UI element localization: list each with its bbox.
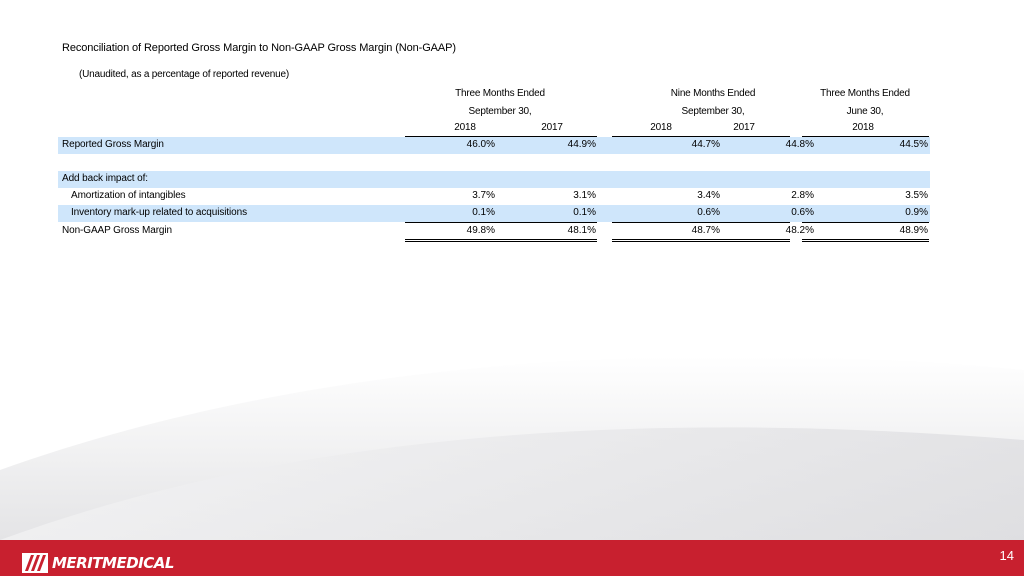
total-double-rule-1 <box>405 239 597 242</box>
cell-value: 44.7% <box>691 139 720 150</box>
cell-value: 49.8% <box>466 225 495 236</box>
total-double-rule-3 <box>802 239 929 242</box>
footer-bar: MERITMEDICAL 14 <box>0 540 1024 576</box>
cell-value: 3.7% <box>472 190 495 201</box>
row-label: Amortization of intangibles <box>71 190 186 201</box>
cell-value: 0.6% <box>791 207 814 218</box>
group-header-3-line2: June 30, <box>846 106 884 117</box>
row-label: Reported Gross Margin <box>62 139 164 150</box>
header-rule-2 <box>612 136 790 137</box>
total-double-rule-2 <box>612 239 790 242</box>
logo-mark-icon <box>22 553 48 573</box>
subtotal-rule-2 <box>612 222 790 223</box>
table-row-non-gaap: Non-GAAP Gross Margin 49.8% 48.1% 48.7% … <box>58 223 930 240</box>
cell-value: 3.5% <box>905 190 928 201</box>
cell-value: 2.8% <box>791 190 814 201</box>
cell-value: 48.9% <box>899 225 928 236</box>
row-label: Non-GAAP Gross Margin <box>62 225 172 236</box>
logo-text: MERITMEDICAL <box>52 554 174 572</box>
year-header-3: 2018 <box>650 122 672 133</box>
slide-title: Reconciliation of Reported Gross Margin … <box>62 42 456 54</box>
cell-value: 48.1% <box>567 225 596 236</box>
table-row-reported: Reported Gross Margin 46.0% 44.9% 44.7% … <box>58 137 930 154</box>
group-header-1-line2: September 30, <box>468 106 532 117</box>
merit-medical-logo: MERITMEDICAL <box>22 552 174 574</box>
group-header-2-line2: September 30, <box>681 106 745 117</box>
slide-content: Reconciliation of Reported Gross Margin … <box>58 42 930 242</box>
cell-value: 46.0% <box>466 139 495 150</box>
subtotal-rule-1 <box>405 222 597 223</box>
row-label: Inventory mark-up related to acquisition… <box>71 207 247 218</box>
table-row-add-back: Add back impact of: <box>58 171 930 188</box>
group-header-2-line1: Nine Months Ended <box>670 88 756 99</box>
cell-value: 0.6% <box>697 207 720 218</box>
cell-value: 48.7% <box>691 225 720 236</box>
cell-value: 0.1% <box>472 207 495 218</box>
cell-value: 44.9% <box>567 139 596 150</box>
year-header-2: 2017 <box>541 122 563 133</box>
subtotal-rule-3 <box>802 222 929 223</box>
cell-value: 44.8% <box>785 139 814 150</box>
year-header-1: 2018 <box>454 122 476 133</box>
cell-value: 0.9% <box>905 207 928 218</box>
year-header-5: 2018 <box>852 122 874 133</box>
cell-value: 44.5% <box>899 139 928 150</box>
group-header-1-line1: Three Months Ended <box>455 88 545 99</box>
group-header-3-line1: Three Months Ended <box>820 88 910 99</box>
page-number: 14 <box>999 548 1014 563</box>
cell-value: 0.1% <box>573 207 596 218</box>
slide-subtitle: (Unaudited, as a percentage of reported … <box>79 69 289 80</box>
row-label: Add back impact of: <box>62 173 148 184</box>
header-rule-1 <box>405 136 597 137</box>
cell-value: 48.2% <box>785 225 814 236</box>
table-row-amortization: Amortization of intangibles 3.7% 3.1% 3.… <box>58 188 930 205</box>
cell-value: 3.1% <box>573 190 596 201</box>
table-row-inventory-markup: Inventory mark-up related to acquisition… <box>58 205 930 222</box>
cell-value: 3.4% <box>697 190 720 201</box>
header-rule-3 <box>802 136 929 137</box>
year-header-4: 2017 <box>733 122 755 133</box>
